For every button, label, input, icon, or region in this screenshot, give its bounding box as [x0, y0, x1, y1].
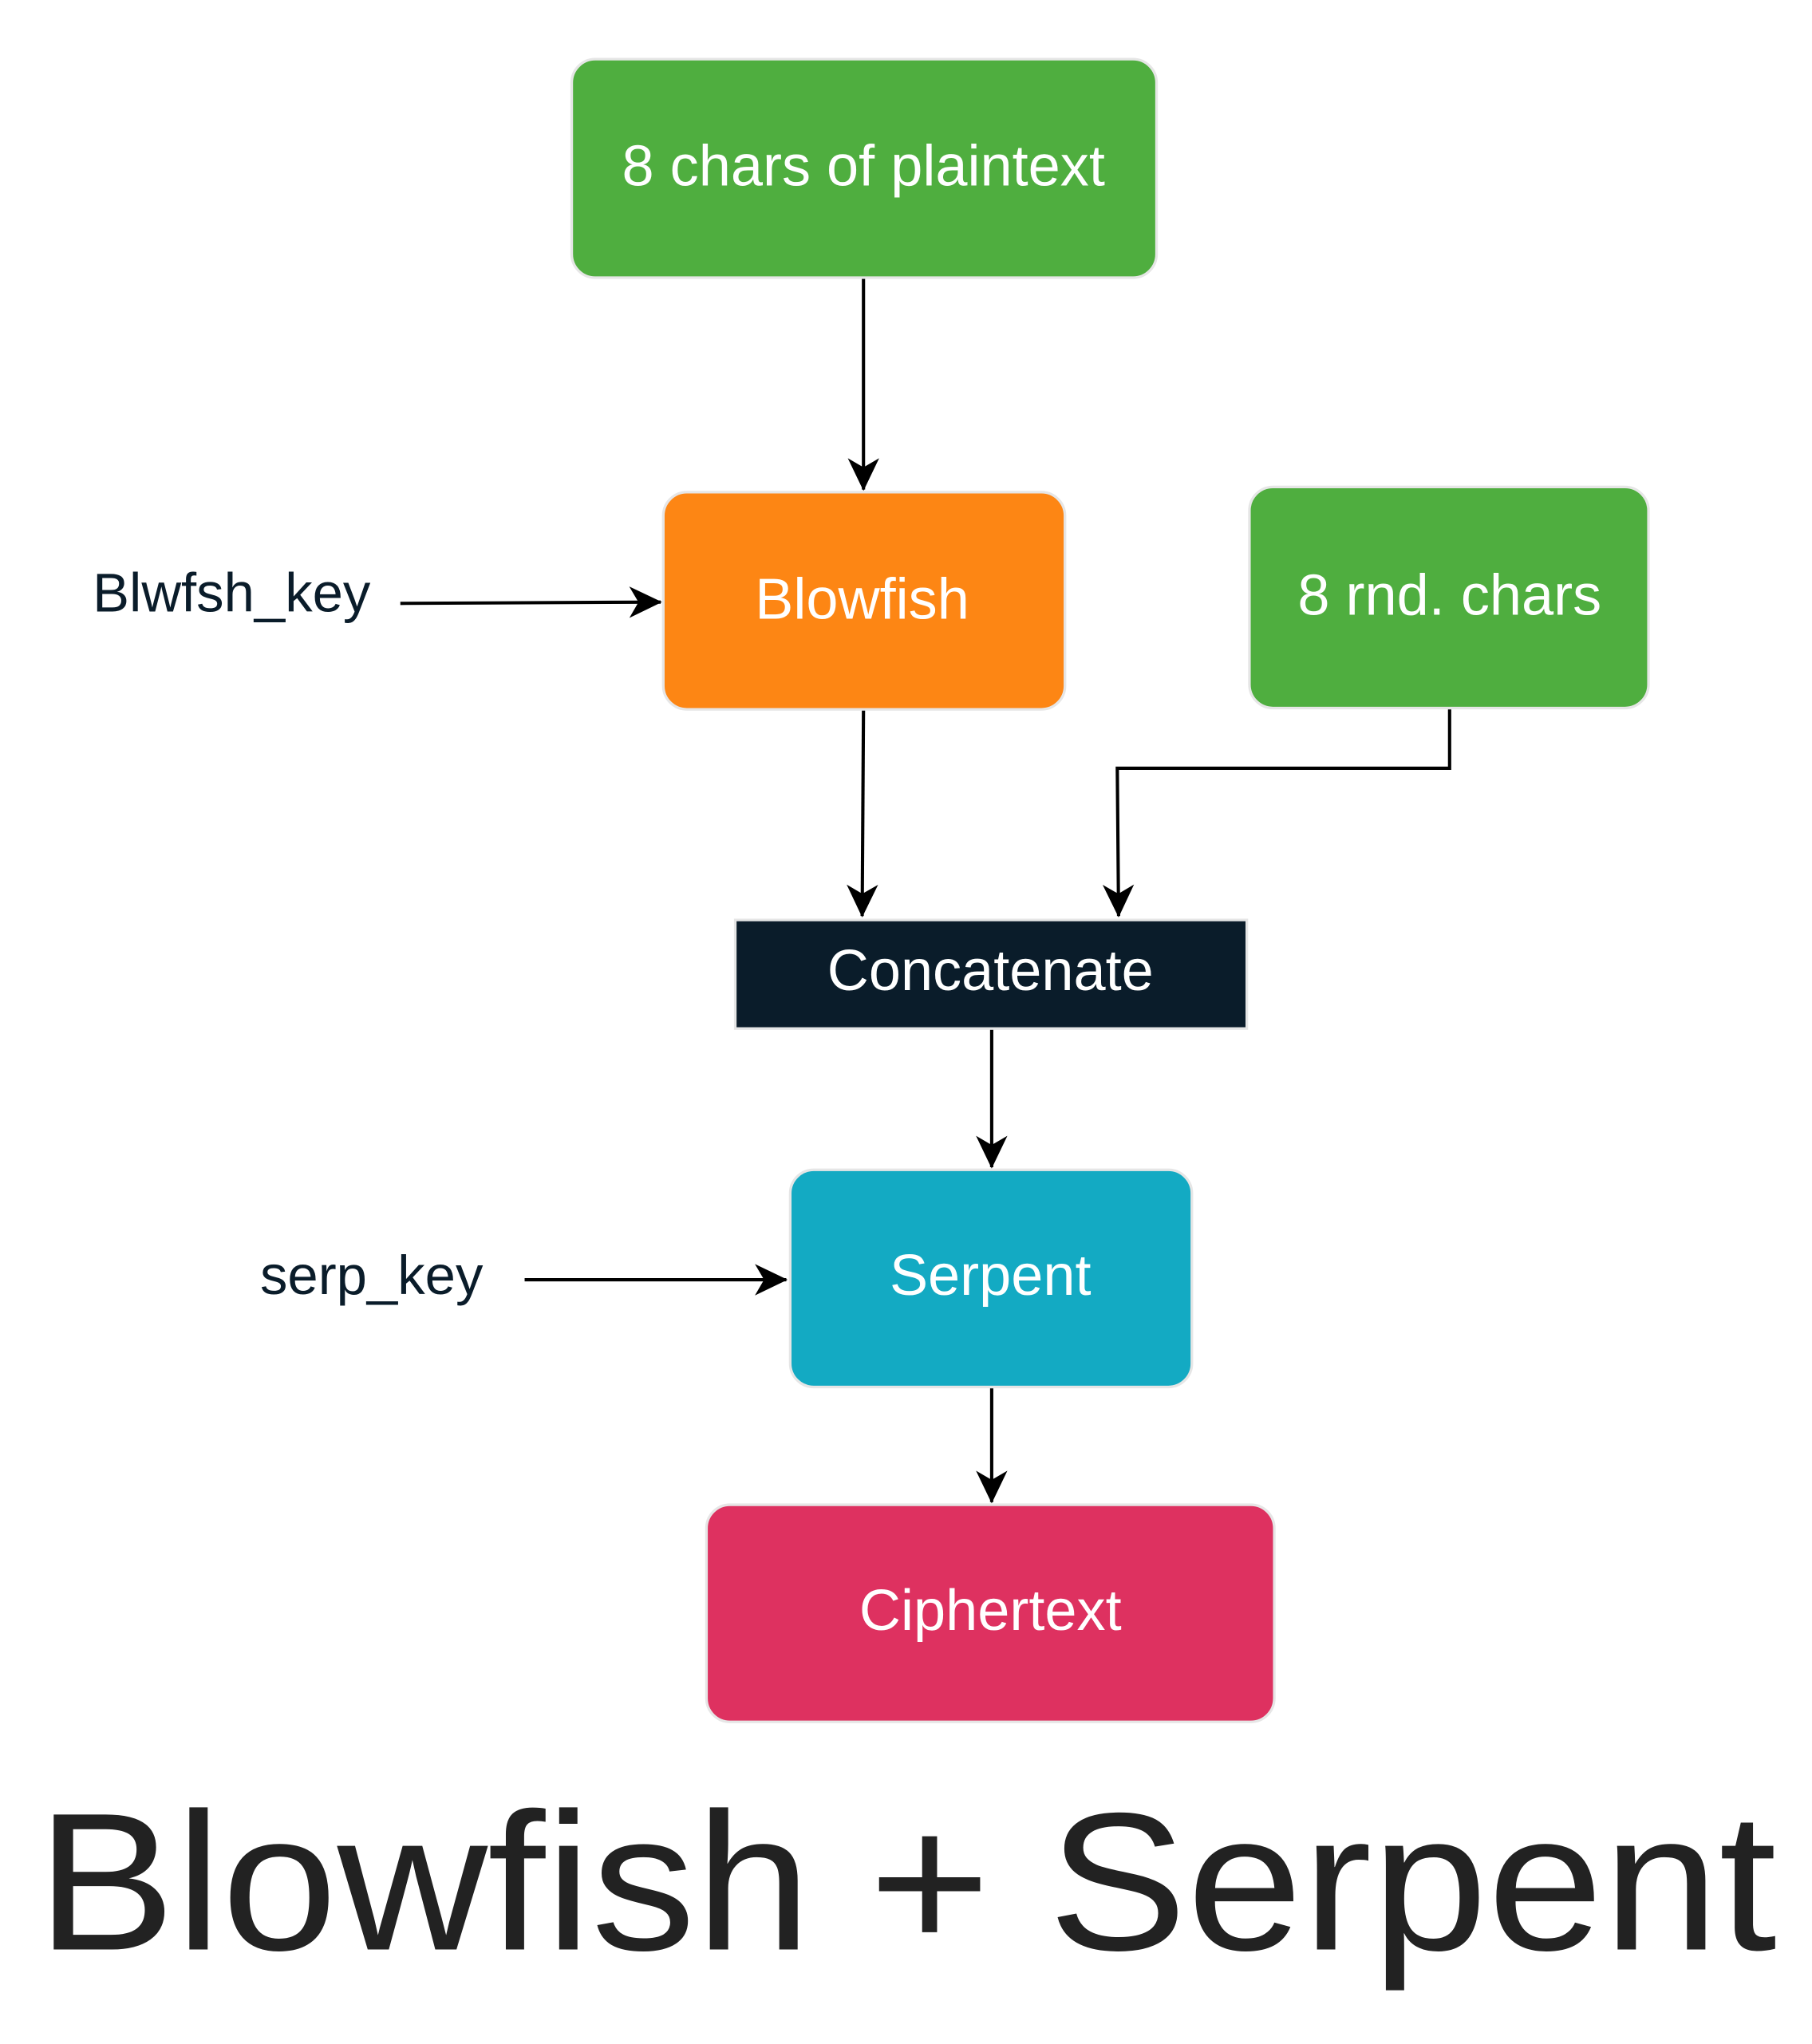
node-box	[733, 918, 1249, 1030]
node-box	[705, 1503, 1276, 1723]
arrow	[1102, 709, 1451, 917]
node-box	[1248, 485, 1650, 710]
node-label: 8 chars of plaintext	[622, 135, 1105, 199]
node-box	[570, 57, 1159, 279]
node-label: Blowfish	[755, 567, 969, 631]
node-box	[788, 1168, 1194, 1389]
title: Blowfish + Serpent	[37, 1773, 1777, 1992]
node-label: 8 rnd. chars	[1297, 563, 1601, 627]
node-label: Serpent	[890, 1244, 1092, 1308]
arrow	[400, 586, 662, 618]
input-label: serp_key	[260, 1245, 484, 1306]
input-label: Blwfsh_key	[93, 562, 371, 623]
arrow	[847, 709, 878, 917]
node-box	[661, 491, 1067, 711]
node-label: Ciphertext	[859, 1579, 1122, 1643]
node-label: Concatenate	[827, 939, 1154, 1003]
